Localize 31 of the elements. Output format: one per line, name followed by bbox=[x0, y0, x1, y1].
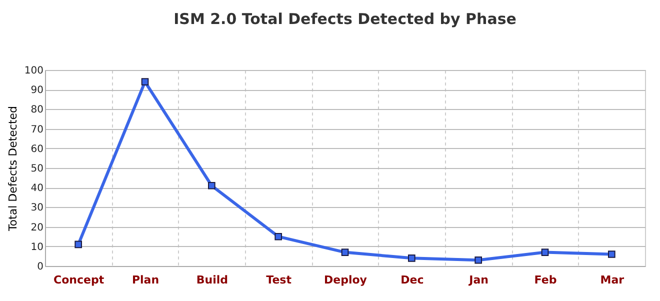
x-tick-label: Deploy bbox=[324, 274, 367, 286]
chart-title: ISM 2.0 Total Defects Detected by Phase bbox=[174, 10, 516, 28]
y-tick-label: 100 bbox=[24, 66, 44, 76]
y-tick-label: 90 bbox=[30, 85, 44, 96]
y-tick-label: 40 bbox=[30, 183, 44, 194]
point bbox=[208, 182, 216, 190]
x-tick-label: Dec bbox=[400, 274, 424, 286]
point bbox=[608, 250, 616, 258]
x-tick-label: Plan bbox=[132, 274, 160, 286]
x-tick-label: Feb bbox=[534, 274, 557, 286]
x-tick-label: Concept bbox=[54, 274, 104, 286]
y-axis-title: Total Defects Detected bbox=[6, 106, 20, 232]
y-tick-label: 10 bbox=[30, 242, 44, 253]
x-tick-label: Build bbox=[196, 274, 228, 286]
x-tick-label: Jan bbox=[468, 274, 489, 286]
x-tick-label: Test bbox=[266, 274, 292, 286]
y-tick-label: 80 bbox=[30, 104, 44, 116]
point bbox=[474, 256, 482, 264]
y-tick-label: 60 bbox=[30, 144, 44, 155]
y-tick-label: 20 bbox=[30, 222, 44, 234]
y-tick-label: 30 bbox=[30, 202, 44, 214]
point bbox=[341, 248, 349, 256]
y-tick-label: 50 bbox=[30, 164, 44, 174]
x-tick-label: Mar bbox=[600, 274, 625, 286]
point bbox=[408, 254, 416, 262]
point bbox=[541, 248, 549, 256]
point bbox=[274, 232, 282, 240]
point bbox=[74, 240, 82, 248]
y-tick-label: 70 bbox=[30, 124, 44, 136]
y-tick-label: 0 bbox=[37, 262, 44, 272]
point bbox=[141, 78, 149, 86]
